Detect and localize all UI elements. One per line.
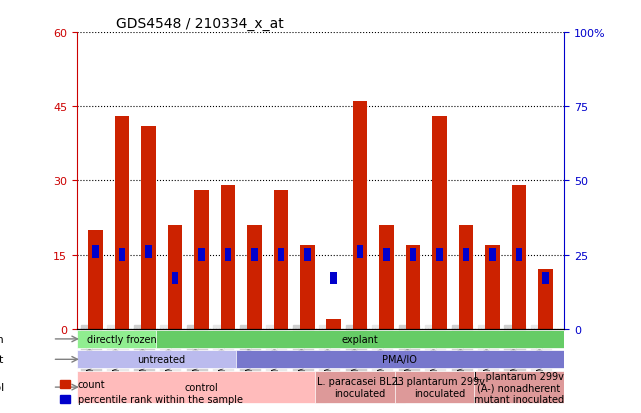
Bar	[172, 273, 178, 285]
Bar	[331, 273, 337, 285]
Bar	[463, 249, 469, 261]
Text: explant: explant	[342, 334, 379, 344]
Bar	[224, 249, 231, 261]
Bar	[304, 249, 310, 261]
Text: agent: agent	[0, 354, 4, 364]
Bar	[274, 191, 288, 329]
Text: control: control	[185, 382, 218, 392]
Text: directly frozen: directly frozen	[87, 334, 157, 344]
Bar	[300, 245, 315, 329]
Bar	[251, 249, 258, 261]
Bar	[145, 246, 152, 258]
Text: specimen: specimen	[0, 334, 4, 344]
Bar	[119, 249, 125, 261]
Bar	[538, 270, 553, 329]
Bar	[198, 249, 204, 261]
FancyBboxPatch shape	[315, 371, 405, 403]
Bar	[489, 249, 496, 261]
Legend: count, percentile rank within the sample: count, percentile rank within the sample	[56, 375, 246, 408]
Bar	[141, 127, 156, 329]
Text: L. plantarum 299v
(A-) nonadherent
mutant inoculated: L. plantarum 299v (A-) nonadherent mutan…	[474, 370, 564, 404]
FancyBboxPatch shape	[474, 371, 564, 403]
FancyBboxPatch shape	[236, 350, 564, 368]
Bar	[410, 249, 417, 261]
FancyBboxPatch shape	[156, 330, 564, 348]
FancyBboxPatch shape	[77, 330, 167, 348]
FancyBboxPatch shape	[395, 371, 485, 403]
Text: untreated: untreated	[138, 354, 186, 364]
FancyBboxPatch shape	[77, 350, 246, 368]
Bar	[353, 102, 367, 329]
Bar	[221, 186, 235, 329]
Bar	[383, 249, 390, 261]
Bar	[512, 186, 526, 329]
Bar	[92, 246, 99, 258]
Bar	[406, 245, 420, 329]
Bar	[437, 249, 443, 261]
Bar	[379, 225, 394, 329]
Text: GDS4548 / 210334_x_at: GDS4548 / 210334_x_at	[116, 17, 284, 31]
Text: L. paracasei BL23
inoculated: L. paracasei BL23 inoculated	[317, 376, 404, 398]
Bar	[167, 225, 182, 329]
FancyBboxPatch shape	[77, 371, 326, 403]
Bar	[115, 117, 129, 329]
Bar	[542, 273, 549, 285]
Bar	[433, 117, 447, 329]
Bar	[278, 249, 284, 261]
Text: PMA/IO: PMA/IO	[383, 354, 417, 364]
Bar	[357, 246, 363, 258]
Bar	[247, 225, 262, 329]
Bar	[326, 319, 341, 329]
Bar	[88, 230, 103, 329]
Text: L. plantarum 299v
inoculated: L. plantarum 299v inoculated	[395, 376, 485, 398]
Text: protocol: protocol	[0, 382, 4, 392]
Bar	[485, 245, 500, 329]
Bar	[459, 225, 474, 329]
Bar	[194, 191, 208, 329]
Bar	[516, 249, 522, 261]
